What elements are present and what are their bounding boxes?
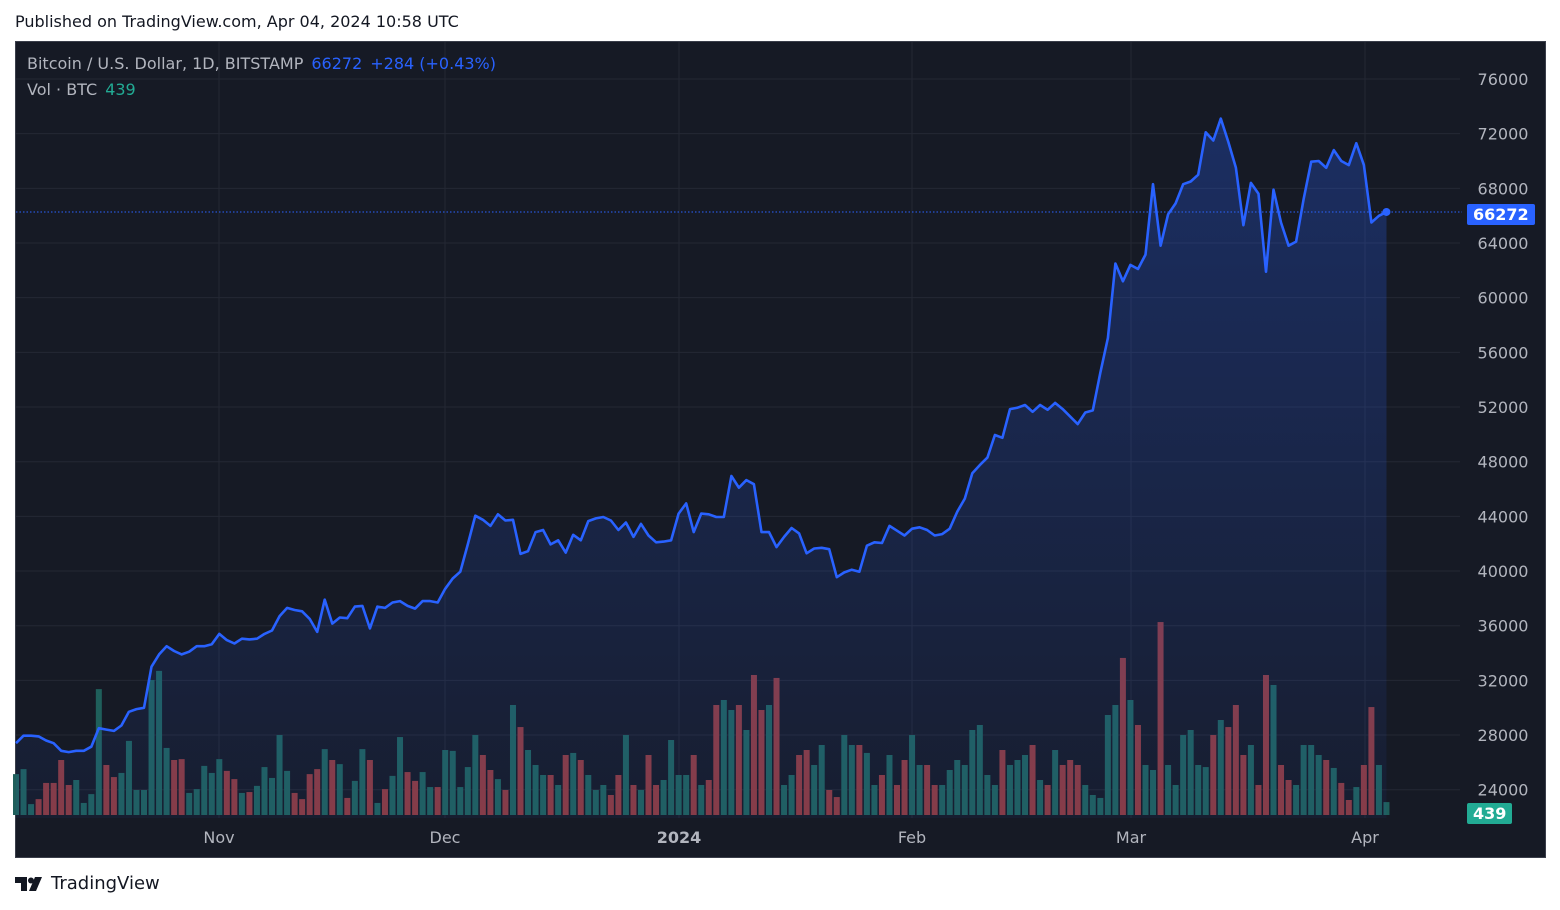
symbol-legend[interactable]: Bitcoin / U.S. Dollar, 1D, BITSTAMP 66272… — [27, 54, 496, 73]
last-price-dot — [1382, 207, 1391, 216]
time-tick-label: Feb — [898, 828, 926, 847]
price-change: +284 (+0.43%) — [370, 54, 496, 73]
last-price-badge: 66272 — [1467, 204, 1535, 225]
published-caption: Published on TradingView.com, Apr 04, 20… — [15, 12, 459, 31]
volume-legend[interactable]: Vol · BTC 439 — [27, 80, 136, 99]
time-tick-label: Dec — [430, 828, 461, 847]
last-price: 66272 — [311, 54, 363, 73]
tradingview-logo[interactable]: TradingView — [15, 873, 160, 894]
price-tick-label: 60000 — [1478, 289, 1529, 308]
volume-value: 439 — [105, 80, 136, 99]
volume-label: Vol · BTC — [27, 80, 98, 99]
brand-name: TradingView — [51, 873, 160, 894]
price-tick-label: 44000 — [1478, 507, 1529, 526]
price-area-fill — [16, 118, 1387, 819]
price-tick-label: 68000 — [1478, 179, 1529, 198]
price-tick-label: 48000 — [1478, 453, 1529, 472]
time-tick-label: Mar — [1116, 828, 1147, 847]
time-axis: Nov Dec 2024 Feb Mar Apr — [203, 828, 1379, 847]
time-tick-label: Nov — [203, 828, 234, 847]
price-line — [15, 117, 1388, 754]
price-axis: 76000 72000 68000 64000 60000 56000 52000 48000… — [1478, 70, 1529, 800]
price-tick-label: 40000 — [1478, 562, 1529, 581]
time-tick-label: Apr — [1351, 828, 1379, 847]
price-tick-label: 32000 — [1478, 671, 1529, 690]
price-tick-label: 56000 — [1478, 343, 1529, 362]
time-tick-label: 2024 — [657, 828, 702, 847]
last-volume-badge: 439 — [1467, 803, 1513, 824]
price-tick-label: 72000 — [1478, 125, 1529, 144]
price-tick-label: 76000 — [1478, 70, 1529, 89]
symbol-title: Bitcoin / U.S. Dollar, 1D, BITSTAMP — [27, 54, 304, 73]
price-tick-label: 36000 — [1478, 617, 1529, 636]
price-tick-label: 24000 — [1478, 781, 1529, 800]
price-tick-label: 28000 — [1478, 726, 1529, 745]
price-tick-label: 64000 — [1478, 234, 1529, 253]
price-tick-label: 52000 — [1478, 398, 1529, 417]
tradingview-logo-icon — [15, 876, 42, 891]
